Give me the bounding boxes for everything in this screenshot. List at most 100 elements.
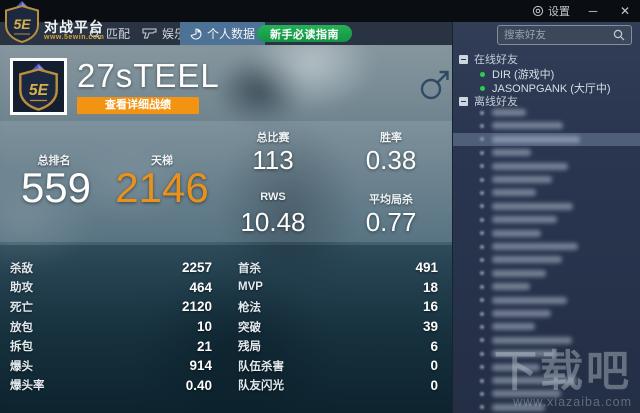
svg-text:5E: 5E <box>29 82 49 99</box>
offline-status-dot <box>480 391 484 396</box>
stat-row: 突破 39 <box>238 319 438 335</box>
offline-friend[interactable] <box>453 320 640 333</box>
group-header-label: 离线好友 <box>474 96 518 108</box>
close-button[interactable]: ✕ <box>619 4 631 18</box>
matches-label: 总比赛 <box>256 132 290 144</box>
offline-friend[interactable] <box>453 280 640 293</box>
offline-friend-name-blurred <box>492 283 530 291</box>
app-logo: 5E <box>3 1 41 43</box>
offline-friend[interactable] <box>453 146 640 159</box>
offline-friend-name-blurred <box>492 162 568 170</box>
offline-friend-name-blurred <box>492 202 573 210</box>
offline-friend[interactable] <box>453 294 640 307</box>
main-content: 5E 27sTEEL 查看详细战绩 总排名 559 天梯 2146 总比赛 11… <box>0 45 452 413</box>
settings-button[interactable]: 设置 <box>532 3 570 19</box>
stats-table-panel <box>0 245 452 413</box>
offline-friend-name-blurred <box>492 109 526 116</box>
offline-friend[interactable] <box>453 334 640 347</box>
offline-status-dot <box>480 137 484 142</box>
view-detail-stats-button[interactable]: 查看详细战绩 <box>77 97 199 114</box>
nav-tab-label: 匹配 <box>106 27 131 41</box>
nav-tab-match[interactable]: 匹配 <box>89 22 130 45</box>
online-friends-header[interactable]: 在线好友 <box>459 51 518 67</box>
settings-label: 设置 <box>548 6 570 18</box>
offline-friend[interactable] <box>453 267 640 280</box>
offline-friend[interactable] <box>453 213 640 226</box>
friend-search[interactable] <box>497 25 632 45</box>
offline-friend[interactable] <box>453 347 640 360</box>
offline-status-dot <box>480 177 484 182</box>
offline-friend[interactable] <box>453 160 640 173</box>
stat-row: 爆头率 0.40 <box>10 377 212 393</box>
offline-friend-name-blurred <box>492 350 556 358</box>
offline-status-dot <box>480 284 484 289</box>
offline-friends-header[interactable]: 离线好友 <box>459 93 518 109</box>
offline-friend-name-blurred <box>492 310 551 317</box>
online-status-dot <box>480 85 485 91</box>
offline-friend[interactable] <box>453 240 640 253</box>
offline-status-dot <box>480 231 484 236</box>
offline-status-dot <box>480 150 484 155</box>
offline-friend-name-blurred <box>492 323 535 331</box>
offline-friend[interactable] <box>453 307 640 320</box>
offline-friend[interactable] <box>453 186 640 199</box>
offline-friend-name-blurred <box>492 403 545 411</box>
logo-badge-text: 5E <box>13 16 31 32</box>
stat-row: 队友闪光 0 <box>238 377 438 393</box>
offline-friend[interactable] <box>453 119 640 132</box>
collapse-icon[interactable] <box>459 54 468 64</box>
offline-friend-name-blurred <box>492 269 546 277</box>
offline-friend-name-blurred <box>492 256 562 264</box>
nav-tab-personal-data[interactable]: 个人数据 <box>180 22 266 45</box>
stat-row: 首杀 491 <box>238 260 438 276</box>
offline-friend[interactable] <box>453 253 640 266</box>
gear-icon <box>532 5 544 17</box>
offline-status-dot <box>480 244 484 249</box>
friend-name: DIR (游戏中) <box>492 69 555 81</box>
offline-status-dot <box>480 338 484 343</box>
rank-value: 559 <box>20 164 92 211</box>
avatar[interactable]: 5E <box>10 58 67 115</box>
pie-chart-icon <box>190 27 202 39</box>
offline-friend[interactable] <box>453 401 640 413</box>
minimize-button[interactable]: ─ <box>588 4 598 18</box>
stat-row: MVP 18 <box>238 279 438 295</box>
stat-row: 拆包 21 <box>10 338 212 354</box>
offline-friend[interactable] <box>453 106 640 119</box>
brand-title: 对战平台 <box>44 19 104 35</box>
offline-friend[interactable] <box>453 200 640 213</box>
stat-row: 杀敌 2257 <box>10 260 212 276</box>
online-friend[interactable]: DIR (游戏中) <box>480 66 554 82</box>
beginner-guide-button[interactable]: 新手必读指南 <box>257 25 352 42</box>
rws-value: 10.48 <box>240 207 306 237</box>
offline-status-dot <box>480 324 484 329</box>
offline-friend[interactable] <box>453 387 640 400</box>
offline-friend[interactable] <box>453 374 640 387</box>
offline-friend-name-blurred <box>492 336 572 344</box>
titlebar: 设置 ─ ✕ <box>0 0 640 22</box>
stats-column-left: 杀敌 2257 助攻 464 死亡 2120 放包 10 拆包 21 爆头 914 爆头率 0… <box>10 258 212 395</box>
offline-status-dot <box>480 298 484 303</box>
online-friend[interactable]: JASONPGANK (大厅中) <box>480 80 611 96</box>
stat-row: 队伍杀害 0 <box>238 358 438 374</box>
offline-friend[interactable] <box>453 361 640 374</box>
brand: 对战平台 www.5ewin.com <box>44 19 104 41</box>
group-header-label: 在线好友 <box>474 54 518 66</box>
offline-friend-name-blurred <box>492 243 578 250</box>
offline-friend[interactable] <box>453 132 640 146</box>
offline-status-dot <box>480 204 484 209</box>
offline-friend[interactable] <box>453 173 640 186</box>
avg-kills-label: 平均局杀 <box>369 194 413 206</box>
male-symbol-icon <box>420 70 449 100</box>
search-input[interactable] <box>504 29 613 41</box>
offline-status-dot <box>480 365 484 370</box>
winrate-label: 胜率 <box>380 132 402 144</box>
offline-status-dot <box>480 405 484 410</box>
offline-friend-name-blurred <box>492 216 557 224</box>
offline-friend[interactable] <box>453 227 640 240</box>
offline-friend-name-blurred <box>492 229 541 237</box>
stats-column-right: 首杀 491 MVP 18 枪法 16 突破 39 残局 6 队伍杀害 0 队友闪光 0 <box>238 258 438 395</box>
collapse-icon[interactable] <box>459 96 468 106</box>
online-status-dot <box>480 71 485 77</box>
